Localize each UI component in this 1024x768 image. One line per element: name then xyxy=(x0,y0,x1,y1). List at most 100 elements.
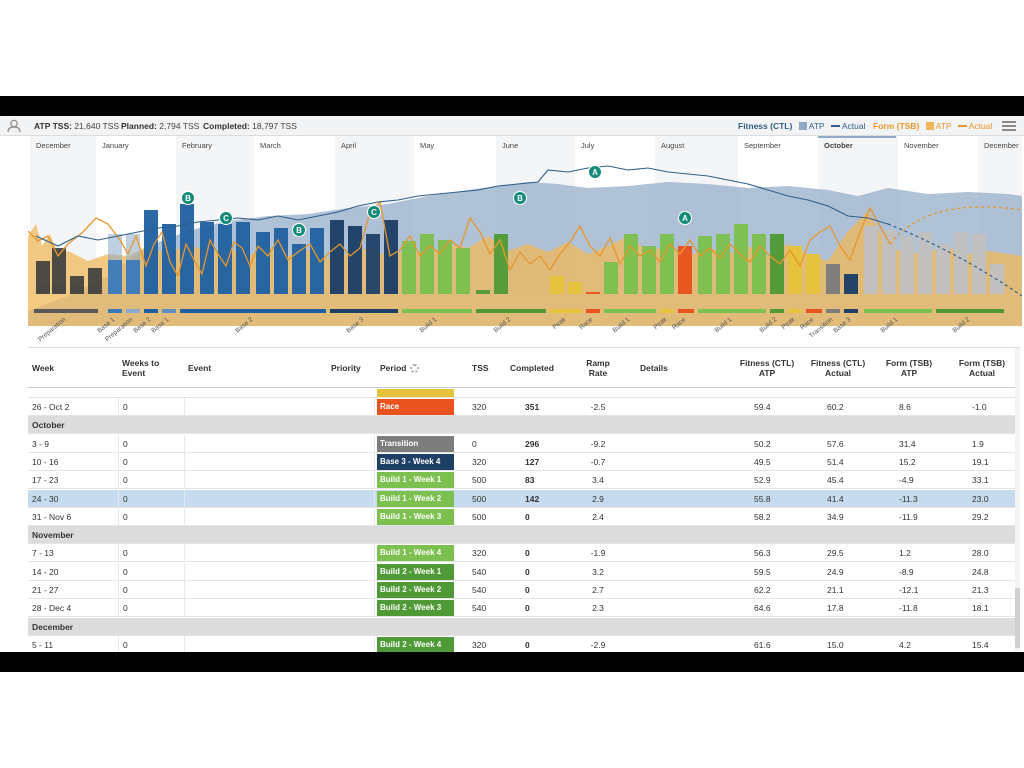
chart-svg[interactable]: December January February March April May June… xyxy=(28,136,1022,346)
tss-cell: 320 xyxy=(472,456,487,467)
week-cell: 21 - 27 xyxy=(32,585,59,595)
weeks-to-event-cell: 0 xyxy=(123,511,128,522)
ramp-rate-cell: 3.2 xyxy=(592,566,604,577)
hamburger-menu-icon[interactable] xyxy=(1002,121,1016,131)
fitness-legend[interactable]: Fitness (CTL) ATP Actual xyxy=(738,121,866,131)
period-chip[interactable]: Build 1 - Week 1 xyxy=(377,472,454,489)
period-chip[interactable]: Build 1 - Week 3 xyxy=(377,508,454,525)
weeks-to-event-cell: 0 xyxy=(123,493,128,504)
month-label: February xyxy=(182,141,212,150)
fitness-actual-cell: 21.1 xyxy=(827,585,844,595)
completed-cell: 0 xyxy=(525,548,530,559)
table-row[interactable]: 10 - 16 0 320 127 -0.7 49.5 51.4 15.2 19.1 Base 3… xyxy=(28,452,1020,471)
weeks-to-event-cell: 0 xyxy=(123,402,128,412)
completed-bar xyxy=(108,260,122,294)
completed-bar xyxy=(310,228,324,294)
gear-icon[interactable] xyxy=(410,363,420,373)
weeks-to-event-cell: 0 xyxy=(123,475,128,486)
month-label: March xyxy=(260,141,281,150)
month-label: April xyxy=(341,141,356,150)
month-header-row[interactable]: October xyxy=(28,416,1020,435)
month-header-row[interactable]: December xyxy=(28,617,1020,636)
header-form-actual[interactable]: Form (TSB) Actual xyxy=(958,358,1006,378)
table-body: 26 - Oct 2 0 320 351 -2.5 59.4 60.2 8.6 -1.0 Race… xyxy=(28,389,1020,652)
period-segment-bar xyxy=(806,309,822,313)
header-week[interactable]: Week xyxy=(32,363,55,373)
form-actual-cell: 18.1 xyxy=(972,603,989,614)
header-weeks-to-event[interactable]: Weeks to Event xyxy=(122,358,160,378)
month-label: September xyxy=(744,141,781,150)
completed-bar xyxy=(438,240,452,294)
period-chip[interactable]: Build 1 - Week 2 xyxy=(377,490,454,507)
period-segment-bar xyxy=(826,309,840,313)
table-scrollbar[interactable] xyxy=(1015,348,1020,652)
period-chip[interactable]: Build 1 - Week 4 xyxy=(377,545,454,562)
event-marker-icon: A xyxy=(678,211,692,225)
period-chip[interactable]: Base 3 - Week 4 xyxy=(377,453,454,470)
weeks-to-event-cell: 0 xyxy=(123,548,128,559)
table-row[interactable]: 17 - 23 0 500 83 3.4 52.9 45.4 -4.9 33.1 Build 1 … xyxy=(28,471,1020,490)
tss-cell: 320 xyxy=(472,548,487,559)
table-row[interactable]: 3 - 9 0 0 296 -9.2 50.2 57.6 31.4 1.9 Transition xyxy=(28,434,1020,453)
period-segment-bar xyxy=(678,309,694,313)
form-atp-swatch xyxy=(925,122,934,130)
fitness-atp-cell: 64.6 xyxy=(754,603,771,614)
weeks-to-event-cell: 0 xyxy=(123,639,128,650)
period-chip[interactable]: Transition xyxy=(377,435,454,452)
header-fitness-atp[interactable]: Fitness (CTL) ATP xyxy=(739,358,795,378)
scrollbar-thumb[interactable] xyxy=(1015,588,1020,648)
completed-bar xyxy=(420,234,434,294)
period-chip[interactable]: Race xyxy=(377,399,454,415)
table-row[interactable]: 14 - 20 0 540 0 3.2 59.5 24.9 -8.9 24.8 Build 2 -… xyxy=(28,562,1020,581)
table-row[interactable]: 21 - 27 0 540 0 2.7 62.2 21.1 -12.1 21.3 Build 2 … xyxy=(28,581,1020,599)
completed-bar xyxy=(256,232,270,294)
form-actual-cell: 29.2 xyxy=(972,511,989,522)
table-row[interactable]: 5 - 11 0 320 0 -2.9 61.6 15.0 4.2 15.4 Build 2 - … xyxy=(28,635,1020,652)
period-chip[interactable]: Build 2 - Week 1 xyxy=(377,563,454,580)
header-completed[interactable]: Completed xyxy=(510,363,554,373)
header-details[interactable]: Details xyxy=(640,363,668,373)
tss-cell: 540 xyxy=(472,566,487,577)
event-marker-icon: B xyxy=(181,191,195,205)
tss-cell: 500 xyxy=(472,493,487,504)
completed-bar xyxy=(330,220,344,294)
fitness-actual-cell: 57.6 xyxy=(827,438,844,449)
period-segment-bar xyxy=(936,309,1004,313)
header-fitness-actual[interactable]: Fitness (CTL) Actual xyxy=(810,358,866,378)
fitness-actual-cell: 29.5 xyxy=(827,548,844,559)
header-period[interactable]: Period xyxy=(380,348,440,388)
month-label: December xyxy=(984,141,1019,150)
event-marker-icon: C xyxy=(367,205,381,219)
period-segment-bar xyxy=(402,309,472,313)
weekly-table: Week Weeks to Event Event Priority Perio… xyxy=(28,347,1020,652)
table-row[interactable]: 7 - 13 0 320 0 -1.9 56.3 29.5 1.2 28.0 Build 1 - … xyxy=(28,544,1020,563)
period-chip[interactable]: Build 2 - Week 4 xyxy=(377,636,454,652)
period-chip[interactable]: Build 2 - Week 3 xyxy=(377,600,454,617)
header-priority[interactable]: Priority xyxy=(331,363,361,373)
month-header-row[interactable]: November xyxy=(28,526,1020,545)
table-row[interactable]: 24 - 30 0 500 142 2.9 55.8 41.4 -11.3 23.0 Build … xyxy=(28,489,1020,508)
period-chip[interactable]: Build 2 - Week 2 xyxy=(377,582,454,598)
header-tss[interactable]: TSS xyxy=(472,363,489,373)
completed-bar xyxy=(36,261,50,294)
form-legend[interactable]: Form (TSB) ATP Actual xyxy=(873,121,993,131)
table-row[interactable]: 26 - Oct 2 0 320 351 -2.5 59.4 60.2 8.6 -1.0 Race xyxy=(28,398,1020,416)
table-row[interactable]: 31 - Nov 6 0 500 0 2.4 58.2 34.9 -11.9 29.2 Build… xyxy=(28,507,1020,526)
completed-bar xyxy=(402,241,416,294)
tss-cell: 0 xyxy=(472,438,477,449)
fitness-atp-cell: 49.5 xyxy=(754,456,771,467)
training-chart[interactable]: December January February March April May June… xyxy=(28,136,1022,346)
user-icon[interactable] xyxy=(6,119,22,133)
table-row[interactable]: 28 - Dec 4 0 540 0 2.3 64.6 17.8 -11.8 18.1 Build… xyxy=(28,599,1020,618)
ramp-rate-cell: -2.5 xyxy=(590,402,606,412)
header-form-atp[interactable]: Form (TSB) ATP xyxy=(885,358,933,378)
completed-bar xyxy=(954,232,968,294)
period-chip[interactable] xyxy=(377,389,454,397)
svg-text:A: A xyxy=(682,214,688,223)
event-marker-icon: B xyxy=(292,223,306,237)
week-cell: 28 - Dec 4 xyxy=(32,603,72,614)
header-event[interactable]: Event xyxy=(188,363,212,373)
fitness-atp-cell: 61.6 xyxy=(754,639,771,650)
header-ramp-rate[interactable]: Ramp Rate xyxy=(586,358,610,378)
fitness-atp-cell: 59.4 xyxy=(754,402,771,412)
